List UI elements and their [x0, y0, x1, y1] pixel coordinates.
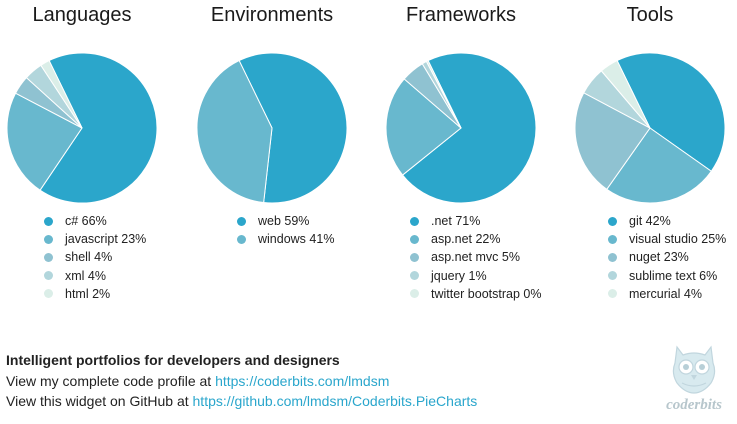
legend-item: web 59%: [237, 212, 334, 230]
legend-label: .net 71%: [431, 214, 481, 229]
pie-slice: [574, 92, 651, 190]
legend-swatch: [608, 271, 617, 281]
legend-swatch: [410, 271, 419, 281]
pie-slice: [196, 59, 273, 204]
frameworks-legend: .net 71% asp.net 22% asp.net mvc 5% jquery …: [410, 212, 541, 303]
legend-item: windows 41%: [237, 230, 334, 248]
legend-swatch: [608, 289, 617, 299]
pie-slice: [606, 127, 712, 204]
legend-swatch: [410, 234, 419, 244]
pie-slice: [600, 59, 651, 129]
chart-title: Environments: [210, 4, 334, 26]
tools-chart: Tools git 42% visual studio 25% nuget 23% s…: [555, 0, 737, 310]
legend-item: sublime text 6%: [608, 267, 726, 285]
legend-item: shell 4%: [44, 248, 146, 266]
tools-legend: git 42% visual studio 25% nuget 23% sublime…: [608, 212, 726, 303]
chart-title: Languages: [32, 4, 132, 26]
legend-label: jquery 1%: [431, 268, 487, 283]
legend-label: web 59%: [258, 214, 310, 229]
legend-label: asp.net 22%: [431, 232, 501, 247]
environments-pie: [196, 52, 348, 204]
legend-label: twitter bootstrap 0%: [431, 286, 542, 301]
pie-slice: [425, 59, 462, 129]
legend-swatch: [608, 252, 617, 262]
profile-link[interactable]: https://coderbits.com/lmdsm: [215, 372, 390, 389]
languages-legend: c# 66% javascript 23% shell 4% xml 4% html 2…: [44, 212, 146, 303]
legend-label: visual studio 25%: [629, 232, 727, 247]
legend-swatch: [237, 216, 246, 226]
legend-swatch: [608, 234, 617, 244]
legend-label: c# 66%: [65, 214, 107, 229]
chart-title: Frameworks: [405, 4, 516, 26]
legend-swatch: [44, 271, 53, 281]
languages-chart: Languages c# 66% javascript 23% shell 4% xm…: [0, 0, 177, 310]
charts-row: Languages c# 66% javascript 23% shell 4% xm…: [0, 0, 737, 310]
legend-item: visual studio 25%: [608, 230, 726, 248]
legend-item: jquery 1%: [410, 267, 541, 285]
legend-label: html 2%: [65, 286, 111, 301]
chart-title: Tools: [626, 4, 674, 26]
legend-label: nuget 23%: [629, 250, 689, 265]
legend-label: shell 4%: [65, 250, 113, 265]
pie-slice: [401, 52, 537, 204]
legend-label: javascript 23%: [65, 232, 147, 247]
legend-label: mercurial 4%: [629, 286, 702, 301]
legend-swatch: [608, 216, 617, 226]
legend-item: javascript 23%: [44, 230, 146, 248]
legend-item: .net 71%: [410, 212, 541, 230]
legend-swatch: [44, 289, 53, 299]
legend-item: twitter bootstrap 0%: [410, 285, 541, 303]
legend-swatch: [44, 234, 53, 244]
footer: Intelligent portfolios for developers an…: [6, 350, 477, 412]
legend-item: git 42%: [608, 212, 726, 230]
legend-swatch: [44, 216, 53, 226]
pie-slice: [385, 78, 462, 176]
pie-slice: [6, 92, 83, 191]
legend-label: git 42%: [629, 214, 671, 229]
legend-item: mercurial 4%: [608, 285, 726, 303]
pie-slice: [40, 59, 83, 129]
legend-item: xml 4%: [44, 267, 146, 285]
environments-legend: web 59% windows 41%: [237, 212, 334, 248]
legend-label: xml 4%: [65, 268, 106, 283]
tools-pie: [574, 52, 726, 204]
legend-item: html 2%: [44, 285, 146, 303]
profile-line: View my complete code profile at https:/…: [6, 371, 477, 392]
frameworks-pie: [385, 52, 537, 204]
legend-swatch: [44, 252, 53, 262]
legend-swatch: [410, 289, 419, 299]
legend-swatch: [237, 234, 246, 244]
pie-slice: [238, 52, 348, 204]
github-line: View this widget on GitHub at https://gi…: [6, 391, 477, 412]
legend-swatch: [410, 252, 419, 262]
profile-prefix: View my complete code profile at: [6, 372, 216, 389]
legend-label: windows 41%: [258, 232, 335, 247]
logo-text: coderbits: [666, 397, 722, 413]
languages-pie: [6, 52, 158, 204]
pie-slice: [39, 52, 158, 204]
legend-swatch: [410, 216, 419, 226]
github-prefix: View this widget on GitHub at: [6, 393, 193, 409]
legend-item: asp.net mvc 5%: [410, 248, 541, 266]
legend-item: c# 66%: [44, 212, 146, 230]
legend-item: asp.net 22%: [410, 230, 541, 248]
coderbits-logo[interactable]: coderbits: [655, 343, 733, 415]
environments-chart: Environments web 59% windows 41%: [177, 0, 367, 310]
legend-label: asp.net mvc 5%: [431, 250, 520, 265]
legend-item: nuget 23%: [608, 248, 726, 266]
footer-headline: Intelligent portfolios for developers an…: [6, 352, 340, 368]
owl-icon: [672, 345, 716, 394]
pie-slice: [616, 52, 726, 172]
frameworks-chart: Frameworks .net 71% asp.net 22% asp.net mv…: [366, 0, 556, 310]
legend-label: sublime text 6%: [629, 268, 718, 283]
github-link[interactable]: https://github.com/lmdsm/Coderbits.PieCh…: [192, 393, 478, 409]
